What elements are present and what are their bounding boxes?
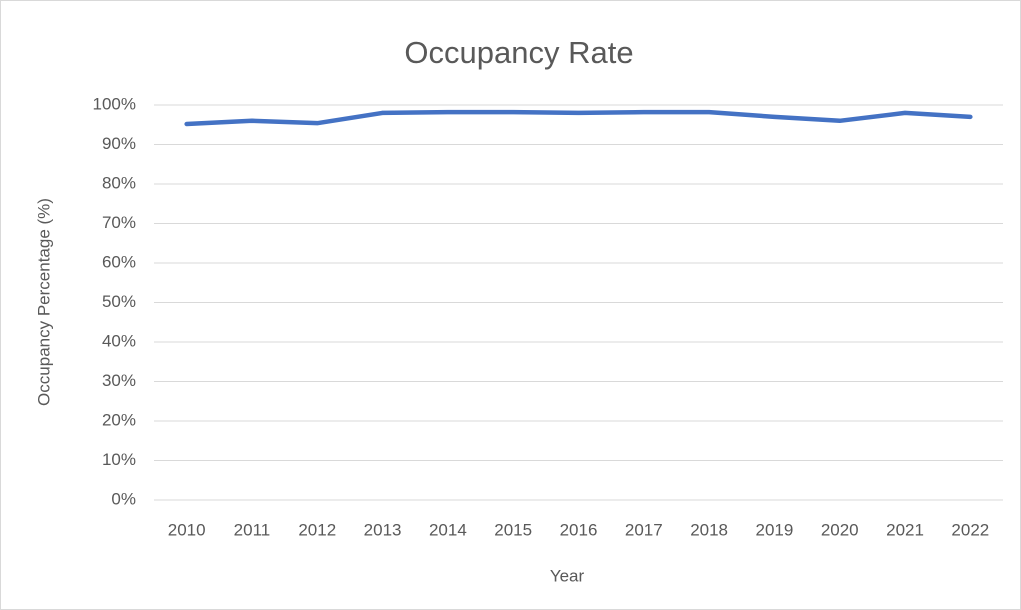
y-tick-label: 40%	[102, 331, 136, 350]
y-tick-label: 90%	[102, 134, 136, 153]
y-tick-label: 0%	[111, 489, 136, 508]
x-tick-label: 2022	[951, 520, 989, 539]
x-tick-label: 2012	[298, 520, 336, 539]
y-axis-label: Occupancy Percentage (%)	[34, 198, 53, 406]
y-tick-label: 80%	[102, 173, 136, 192]
chart-title: Occupancy Rate	[404, 35, 633, 70]
x-tick-label: 2018	[690, 520, 728, 539]
y-tick-label: 50%	[102, 292, 136, 311]
x-tick-label: 2011	[234, 520, 271, 539]
x-tick-label: 2020	[821, 520, 859, 539]
x-tick-label: 2017	[625, 520, 663, 539]
y-tick-label: 70%	[102, 213, 136, 232]
line-series	[184, 109, 973, 127]
y-tick-label: 20%	[102, 410, 136, 429]
y-tick-label: 100%	[93, 94, 136, 113]
x-tick-label: 2010	[168, 520, 206, 539]
y-tick-label: 30%	[102, 371, 136, 390]
x-tick-label: 2021	[886, 520, 924, 539]
x-axis-label: Year	[550, 566, 585, 585]
y-tick-label: 60%	[102, 252, 136, 271]
x-tick-label: 2013	[364, 520, 402, 539]
x-tick-label: 2016	[560, 520, 598, 539]
x-tick-label: 2014	[429, 520, 467, 539]
y-tick-label: 10%	[102, 450, 136, 469]
x-tick-label: 2015	[494, 520, 532, 539]
x-tick-label: 2019	[756, 520, 794, 539]
